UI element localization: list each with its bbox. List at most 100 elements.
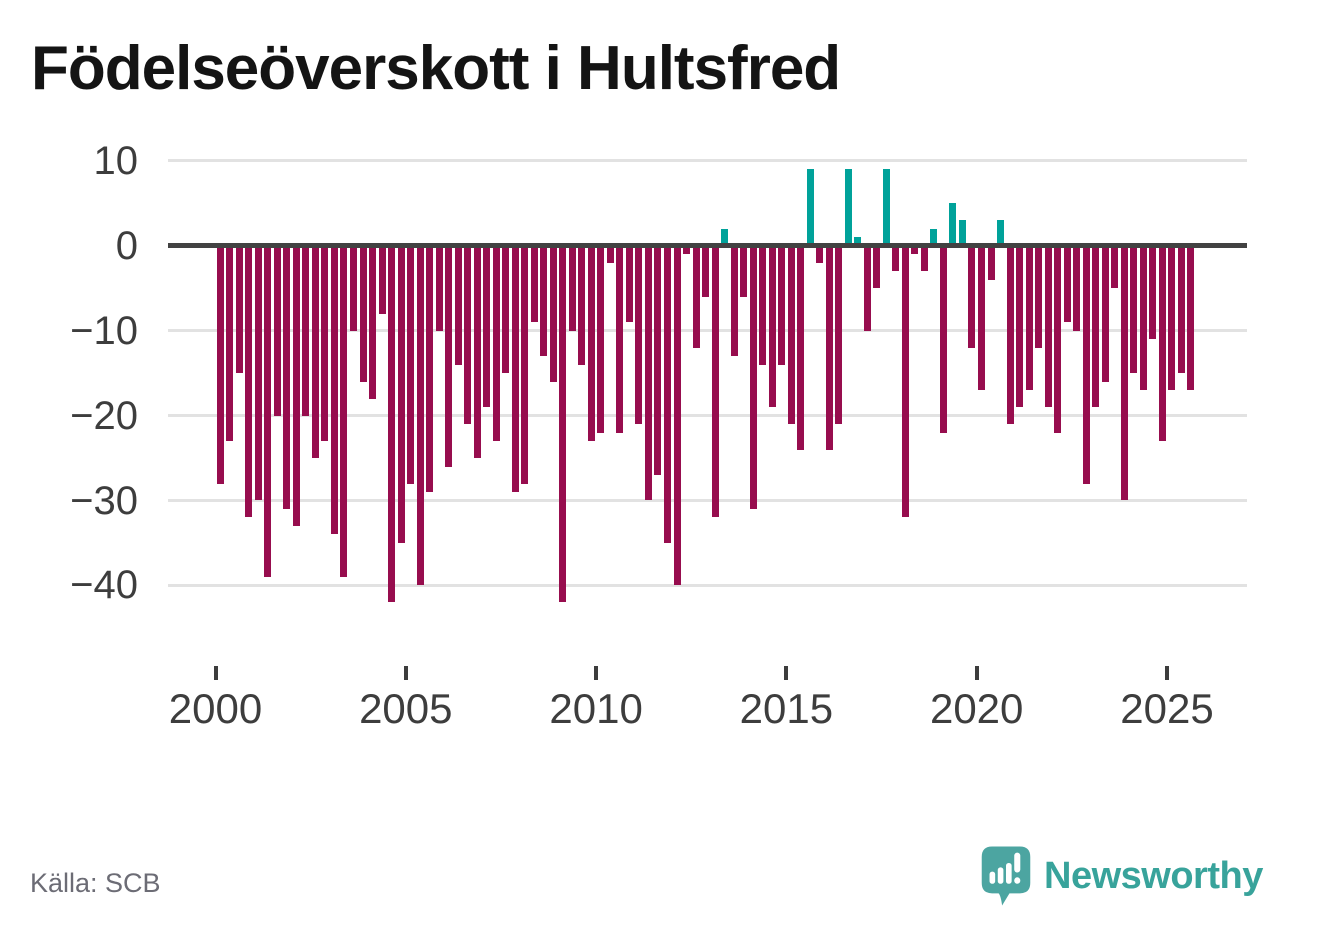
bar	[1149, 245, 1157, 340]
x-axis-year-label: 2000	[168, 685, 263, 732]
bar	[873, 245, 881, 289]
bar	[302, 245, 310, 416]
bar	[397, 245, 405, 543]
bar	[1187, 245, 1195, 391]
bar	[920, 245, 928, 272]
bar	[311, 245, 319, 459]
x-axis-tick	[403, 666, 408, 680]
bar	[1054, 245, 1062, 433]
bar	[1082, 245, 1090, 484]
bar	[835, 245, 843, 425]
gridline	[168, 499, 1247, 502]
bar	[235, 245, 243, 374]
bar	[749, 245, 757, 509]
bar	[587, 245, 595, 442]
bar	[521, 245, 529, 484]
y-axis-tick-label: 0	[115, 223, 138, 268]
x-axis-year-label: 2020	[929, 685, 1024, 732]
bar	[844, 169, 852, 246]
bar	[454, 245, 462, 365]
bar	[1006, 245, 1014, 425]
bar	[939, 245, 947, 433]
bar	[473, 245, 481, 459]
gridline	[168, 159, 1247, 163]
y-axis-tick-label: −30	[70, 478, 138, 523]
bar	[683, 245, 691, 255]
bar	[435, 245, 443, 331]
bar	[464, 245, 472, 425]
bar	[359, 245, 367, 382]
bar	[340, 245, 348, 577]
bar	[445, 245, 453, 467]
bar	[692, 245, 700, 348]
bar	[1139, 245, 1147, 391]
newsworthy-logo: Newsworthy	[980, 844, 1310, 924]
bar	[511, 245, 519, 492]
bar	[892, 245, 900, 272]
bar	[492, 245, 500, 442]
bar	[559, 245, 567, 603]
bar	[787, 245, 795, 425]
bar	[292, 245, 300, 526]
bar	[797, 245, 805, 450]
bar	[226, 245, 234, 442]
bar	[549, 245, 557, 382]
bar	[702, 245, 710, 297]
bar	[664, 245, 671, 543]
bar	[330, 245, 338, 535]
bar	[949, 203, 957, 246]
x-axis-tick	[594, 666, 599, 680]
bar	[1073, 245, 1081, 331]
bar	[978, 245, 985, 391]
bar	[997, 220, 1005, 246]
bar	[1044, 245, 1052, 408]
bar	[273, 245, 281, 416]
bar	[882, 169, 890, 246]
bar	[730, 245, 738, 357]
bar	[721, 228, 729, 246]
bar	[854, 237, 862, 246]
x-axis-tick	[974, 666, 979, 680]
bar	[540, 245, 548, 357]
zero-axis-line	[168, 243, 1247, 249]
bar	[711, 245, 719, 518]
bar	[1035, 245, 1043, 348]
bar	[644, 245, 652, 501]
bar	[806, 169, 814, 246]
newsworthy-bubble-chart-icon	[981, 846, 1031, 906]
bar	[1120, 245, 1128, 501]
bar	[816, 245, 824, 263]
source-caption: Källa: SCB	[30, 868, 161, 898]
bar	[597, 245, 605, 433]
bar	[635, 245, 643, 425]
x-axis-tick	[213, 666, 218, 680]
bar	[740, 245, 748, 297]
gridline	[168, 414, 1247, 418]
bar	[1101, 245, 1109, 382]
bar	[958, 220, 966, 246]
bar	[759, 245, 767, 365]
bar	[321, 245, 329, 442]
bar	[1177, 245, 1185, 374]
bar	[1016, 245, 1024, 408]
bar	[245, 245, 253, 518]
bar	[901, 245, 909, 518]
bar	[378, 245, 386, 314]
bar	[1158, 245, 1166, 442]
y-axis-tick-label: −40	[70, 563, 138, 608]
bar	[1168, 245, 1176, 391]
page-title: Födelseöverskott i Hultsfred	[31, 34, 841, 103]
brand-name: Newsworthy	[1044, 855, 1263, 897]
y-axis-tick-label: 10	[93, 138, 139, 183]
bar	[416, 245, 424, 586]
bar	[254, 245, 262, 501]
x-axis-year-label: 2010	[549, 685, 643, 732]
bar	[426, 245, 434, 492]
bar	[369, 245, 377, 399]
y-axis-tick-label: −20	[70, 393, 138, 438]
bar	[654, 245, 662, 476]
bar	[388, 245, 396, 603]
bar	[216, 245, 224, 484]
bar	[968, 245, 976, 348]
